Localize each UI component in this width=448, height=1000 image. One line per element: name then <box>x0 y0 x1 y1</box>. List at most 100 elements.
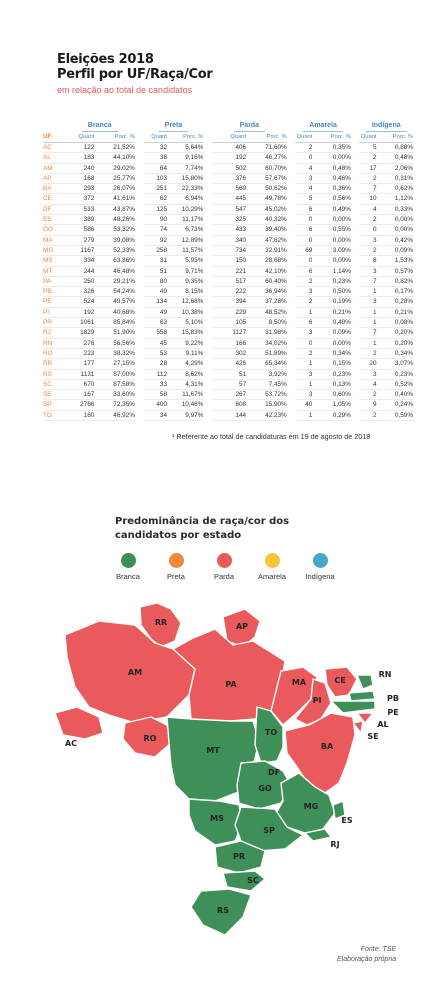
group-header-gap <box>135 120 144 132</box>
quant-cell: 1 <box>295 358 313 370</box>
cell-gap <box>287 204 296 214</box>
cell-gap <box>203 328 212 338</box>
perc-cell: 0,59% <box>376 410 413 422</box>
state-ac <box>55 706 104 740</box>
table-row: BA 293 26,07% 251 22,33% 569 50,62% 4 0,36% 7 0,62… <box>43 183 413 195</box>
quant-cell: 293 <box>64 183 95 195</box>
quant-cell: 4 <box>295 163 313 174</box>
quant-cell: 1 <box>359 317 377 329</box>
quant-cell: 112 <box>143 369 168 380</box>
perc-cell: 39,40% <box>246 224 287 236</box>
cell-gap <box>351 410 360 420</box>
quant-cell: 325 <box>211 214 247 226</box>
cell-gap <box>287 245 296 255</box>
perc-cell: 63,86% <box>94 255 135 267</box>
table-row: PE 524 49,57% 134 12,68% 394 37,28% 2 0,19% 3 0,28… <box>43 296 413 308</box>
perc-cell: 1,12% <box>376 193 413 205</box>
cell-gap <box>287 359 296 369</box>
perc-cell: 53,32% <box>94 224 135 236</box>
legend-swatch <box>312 553 328 568</box>
perc-cell: 8,50% <box>246 317 287 329</box>
state-go <box>236 760 292 810</box>
perc-cell: 0,31% <box>376 173 413 185</box>
quant-cell: 0 <box>359 224 377 236</box>
legend-label: Indígena <box>305 572 335 581</box>
perc-cell: 0,23% <box>376 369 413 380</box>
cell-gap <box>203 318 212 328</box>
cell-gap <box>287 276 296 286</box>
group-header-parda: Parda <box>212 120 287 132</box>
cell-gap <box>351 215 360 225</box>
table-row: PA 250 29,21% 80 9,35% 517 60,40% 2 0,23% 7 0,82% <box>43 276 413 288</box>
quant-cell: 192 <box>64 307 95 319</box>
cell-gap <box>287 266 296 276</box>
perc-cell: 87,00% <box>94 369 135 380</box>
perc-cell: 1,05% <box>312 399 351 411</box>
perc-cell: 0,55% <box>312 224 351 236</box>
state-al <box>356 712 374 724</box>
table-row: GO 586 53,32% 74 6,73% 433 39,40% 6 0,55% 0 0,00% <box>43 224 413 236</box>
quant-cell: 1 <box>359 307 377 319</box>
perc-cell: 87,58% <box>94 379 135 391</box>
quant-cell: 240 <box>64 163 95 174</box>
perc-cell: 40,32% <box>246 214 287 226</box>
perc-cell: 47,62% <box>246 235 287 246</box>
perc-cell: 57,67% <box>246 173 287 185</box>
table-row: SP 2766 72,35% 400 10,46% 608 15,90% 40 1,05% 9 0,… <box>43 399 413 411</box>
cell-gap <box>135 184 144 194</box>
cell-gap <box>203 194 212 204</box>
state-label-al: AL <box>377 720 388 729</box>
state-label-ma: MA <box>292 678 307 687</box>
cell-gap <box>135 328 144 338</box>
race-table-grid: Branca Preta Parda Amarela Indígena UF Quant P… <box>43 120 413 422</box>
sub-header-gap <box>351 132 360 143</box>
group-header-indígena: Indígena <box>359 120 413 132</box>
perc-cell: 9,97% <box>167 410 204 422</box>
quant-cell: 3 <box>295 369 313 380</box>
quant-cell: 57 <box>211 379 247 391</box>
quant-cell: 372 <box>64 193 95 205</box>
perc-cell: 9,71% <box>167 266 204 277</box>
cell-gap <box>203 410 212 420</box>
perc-cell: 85,84% <box>94 317 135 329</box>
cell-gap <box>135 338 144 348</box>
perc-cell: 15,90% <box>246 399 287 411</box>
state-label-ap: AP <box>236 622 248 631</box>
cell-gap <box>287 235 296 245</box>
uf-cell: RO <box>43 348 65 360</box>
perc-cell: 34,02% <box>246 338 287 349</box>
quant-cell: 0 <box>295 214 313 226</box>
perc-cell: 0,08% <box>376 317 413 329</box>
cell-gap <box>135 318 144 328</box>
perc-cell: 0,15% <box>312 358 351 370</box>
quant-cell: 51 <box>211 369 247 380</box>
table-row: DF 533 43,87% 125 10,29% 547 45,02% 6 0,49% 4 0,33… <box>43 204 413 216</box>
cell-gap <box>135 143 144 153</box>
quant-cell: 17 <box>359 163 377 174</box>
quant-cell: 1829 <box>64 327 95 339</box>
state-label-go: GO <box>258 784 272 793</box>
perc-cell: 0,62% <box>376 183 413 195</box>
cell-gap <box>351 163 360 173</box>
cell-gap <box>135 194 144 204</box>
quant-cell: 3 <box>359 235 377 246</box>
perc-cell: 72,35% <box>94 399 135 411</box>
state-label-ce: CE <box>334 676 345 685</box>
cell-gap <box>203 153 212 163</box>
quant-cell: 2 <box>359 173 377 185</box>
perc-cell: 3,92% <box>246 369 287 380</box>
state-pe <box>330 700 376 714</box>
perc-cell: 29,02% <box>94 163 135 174</box>
uf-cell: SP <box>43 399 65 411</box>
state-label-sp: SP <box>263 826 275 835</box>
group-header-branca: Branca <box>64 120 135 132</box>
perc-cell: 5,93% <box>167 255 204 267</box>
cell-gap <box>351 297 360 307</box>
perc-cell: 3,07% <box>376 358 413 370</box>
cell-gap <box>287 153 296 163</box>
perc-cell: 54,24% <box>94 286 135 298</box>
quant-cell: 49 <box>143 307 168 319</box>
quant-cell: 670 <box>64 379 95 391</box>
perc-cell: 3,09% <box>312 245 351 257</box>
legend-item-parda: Parda <box>201 553 247 581</box>
